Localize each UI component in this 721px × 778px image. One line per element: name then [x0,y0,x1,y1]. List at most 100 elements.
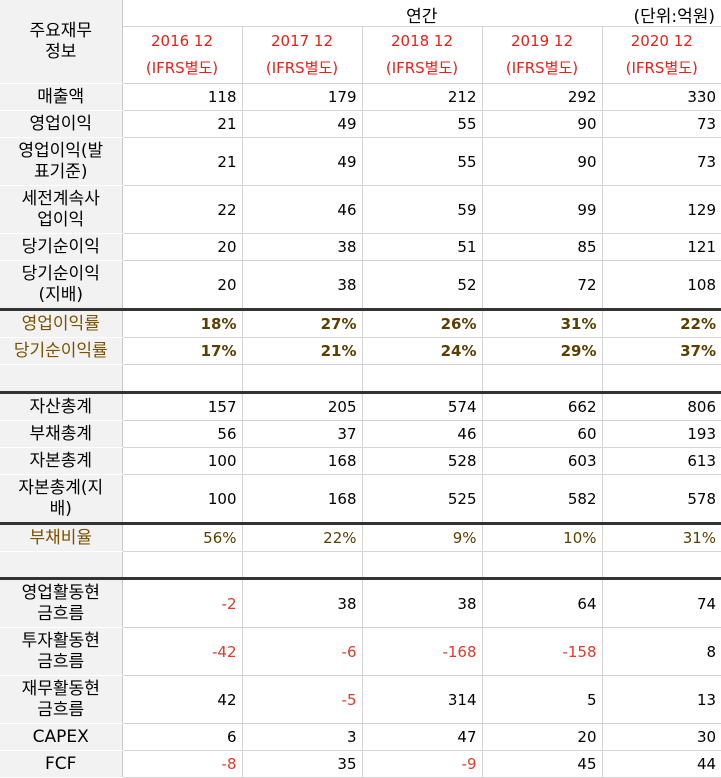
cell-value: 37% [602,338,721,365]
cell-value: 27% [242,310,362,338]
cell-value: 49 [242,111,362,138]
spacer-cell [122,365,242,393]
spacer-cell [362,552,482,579]
cell-value: 100 [122,475,242,524]
cell-value: 5 [482,676,602,724]
cell-value: 22 [122,186,242,234]
cell-value: 205 [242,393,362,421]
cell-value: 108 [602,261,721,310]
spacer-cell [482,365,602,393]
cell-value: 30 [602,724,721,751]
row-label: 영업이익 [0,111,122,138]
period-year: 2016 12 [123,28,242,55]
period-header-3: 2019 12(IFRS별도) [482,27,602,84]
cell-value: 212 [362,84,482,111]
cell-value: -42 [122,628,242,676]
cell-value: 44 [602,751,721,778]
spacer-cell [122,552,242,579]
period-basis: (IFRS별도) [123,55,242,82]
cell-value: 6 [122,724,242,751]
cell-value: 51 [362,234,482,261]
cell-value: 22% [242,524,362,552]
row-label: 영업이익(발 표기준) [0,138,122,186]
cell-value: 20 [482,724,602,751]
spacer-row [0,365,721,393]
cell-value: 662 [482,393,602,421]
cell-value: 129 [602,186,721,234]
cell-value: 46 [362,421,482,448]
corner-header-label: 주요재무 정보 [0,21,122,63]
row-label: FCF [0,751,122,778]
period-year: 2020 12 [603,28,721,55]
row-label: 영업활동현 금흐름 [0,579,122,628]
spacer-label [0,552,122,579]
cell-value: 603 [482,448,602,475]
cell-value: 528 [362,448,482,475]
period-year: 2017 12 [243,28,362,55]
cell-value: -158 [482,628,602,676]
row-label: 매출액 [0,84,122,111]
cell-value: 55 [362,111,482,138]
spacer-label [0,365,122,393]
cell-value: 31% [482,310,602,338]
cell-value: -5 [242,676,362,724]
cell-value: 35 [242,751,362,778]
cell-value: 52 [362,261,482,310]
period-basis: (IFRS별도) [483,55,602,82]
cell-value: 13 [602,676,721,724]
spacer-cell [242,365,362,393]
cell-value: 157 [122,393,242,421]
period-header-2: 2018 12(IFRS별도) [362,27,482,84]
cell-value: 330 [602,84,721,111]
cell-value: 64 [482,579,602,628]
cell-value: 9% [362,524,482,552]
row-label: 당기순이익률 [0,338,122,365]
cell-value: 60 [482,421,602,448]
row-label: 당기순이익 [0,234,122,261]
row-label: 자본총계(지 배) [0,475,122,524]
cell-value: 85 [482,234,602,261]
row-label: 부채비율 [0,524,122,552]
cell-value: 179 [242,84,362,111]
spacer-cell [602,552,721,579]
period-basis: (IFRS별도) [363,55,482,82]
cell-value: 56% [122,524,242,552]
row-label: 재무활동현 금흐름 [0,676,122,724]
cell-value: 47 [362,724,482,751]
annual-header: 연간 (단위:억원) [122,0,721,27]
cell-value: 574 [362,393,482,421]
cell-value: 49 [242,138,362,186]
cell-value: 8 [602,628,721,676]
cell-value: 73 [602,138,721,186]
cell-value: 118 [122,84,242,111]
period-basis: (IFRS별도) [243,55,362,82]
period-header-1: 2017 12(IFRS별도) [242,27,362,84]
cell-value: 46 [242,186,362,234]
unit-label: (단위:억원) [633,2,715,27]
row-label: 부채총계 [0,421,122,448]
cell-value: 56 [122,421,242,448]
period-header-0: 2016 12(IFRS별도) [122,27,242,84]
cell-value: 168 [242,475,362,524]
cell-value: 22% [602,310,721,338]
spacer-row [0,552,721,579]
cell-value: 99 [482,186,602,234]
spacer-cell [602,365,721,393]
cell-value: -168 [362,628,482,676]
row-label: 당기순이익 (지배) [0,261,122,310]
period-header-4: 2020 12(IFRS별도) [602,27,721,84]
cell-value: 20 [122,234,242,261]
cell-value: 17% [122,338,242,365]
cell-value: 100 [122,448,242,475]
row-label: CAPEX [0,724,122,751]
cell-value: -6 [242,628,362,676]
